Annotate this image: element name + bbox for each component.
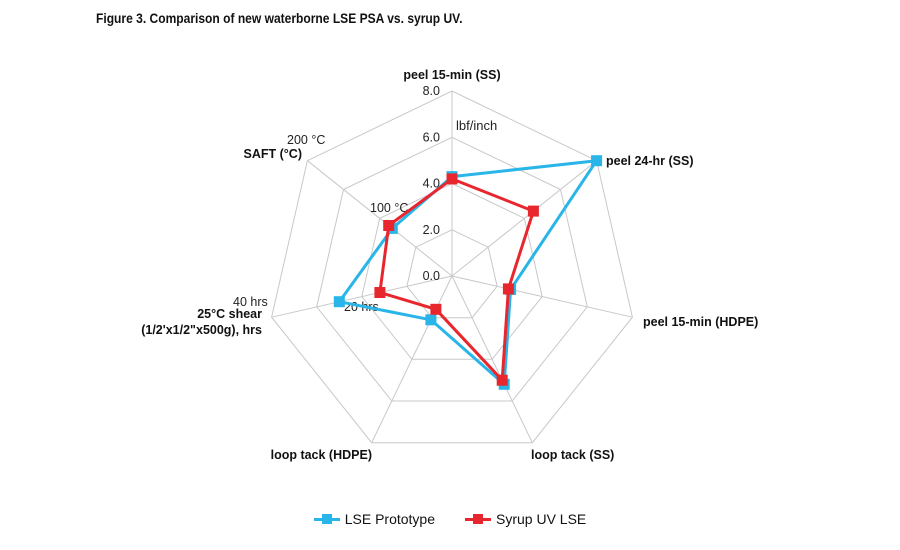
- axis-label-peel-15-min-hdpe: peel 15-min (HDPE): [643, 315, 758, 329]
- tick-label: 4.0: [423, 177, 440, 191]
- spoke-4: [371, 275, 453, 443]
- grid-ring-1: [406, 229, 498, 319]
- axis-label-peel-24-hr-ss: peel 24-hr (SS): [606, 154, 694, 168]
- legend-item-lse-prototype: LSE Prototype: [313, 511, 435, 527]
- data-point: [496, 374, 508, 386]
- data-point: [383, 220, 395, 231]
- legend-swatch-syrup-uv-lse: [465, 513, 491, 525]
- legend-label-lse-prototype: LSE Prototype: [344, 511, 435, 527]
- axis-labels: peel 15-min (SS) peel 24-hr (SS) peel 15-m…: [141, 68, 758, 462]
- axis-label-25-c-shear: 25°C shear (1/2'x1/2"x500g), hrs: [141, 307, 262, 337]
- tick-label: 6.0: [423, 130, 440, 144]
- radial-tick-labels: 0.0 2.0 4.0 6.0 8.0 lbf/inch: [423, 84, 498, 283]
- axis-label-loop-tack-hdpe: loop tack (HDPE): [271, 448, 372, 462]
- data-point: [333, 296, 345, 308]
- chart-title: Figure 3. Comparison of new waterborne L…: [96, 10, 463, 26]
- legend-swatch-lse-prototype: [313, 513, 340, 525]
- legend-item-syrup-uv-lse: Syrup UV LSE: [465, 511, 586, 527]
- spoke-6: [307, 160, 453, 277]
- spoke-2: [451, 275, 633, 318]
- data-point: [591, 155, 603, 167]
- spoke-1: [451, 160, 597, 277]
- tick-label: 2.0: [423, 223, 440, 237]
- data-point: [374, 287, 386, 298]
- axis-label-loop-tack-ss: loop tack (SS): [531, 448, 614, 462]
- radar-series: [333, 155, 603, 390]
- spoke-3: [451, 275, 533, 443]
- series-line: [378, 177, 535, 382]
- grid-ring-4: [271, 90, 633, 444]
- series-line: [337, 159, 599, 386]
- legend: LSE Prototype Syrup UV LSE: [0, 511, 900, 527]
- spoke-5: [271, 275, 453, 318]
- unit-label: lbf/inch: [456, 118, 497, 133]
- data-point: [446, 173, 458, 185]
- data-point: [430, 303, 442, 315]
- secondary-tick-label: 100 °C: [370, 201, 408, 215]
- axis-label-saft-c: SAFT (°C): [244, 147, 302, 161]
- data-point: [502, 283, 514, 295]
- tick-label: 0.0: [423, 269, 440, 283]
- data-point: [425, 314, 437, 326]
- legend-label-syrup-uv-lse: Syrup UV LSE: [496, 511, 587, 527]
- series-syrup-uv-lse: [374, 173, 539, 386]
- series-lse-prototype: [333, 155, 603, 390]
- tick-label: 8.0: [423, 84, 440, 98]
- secondary-tick-label: 200 °C: [287, 133, 325, 147]
- secondary-tick-label: 40 hrs: [233, 295, 268, 309]
- data-point: [527, 205, 539, 217]
- axis-label-peel-15-min-ss: peel 15-min (SS): [403, 68, 500, 82]
